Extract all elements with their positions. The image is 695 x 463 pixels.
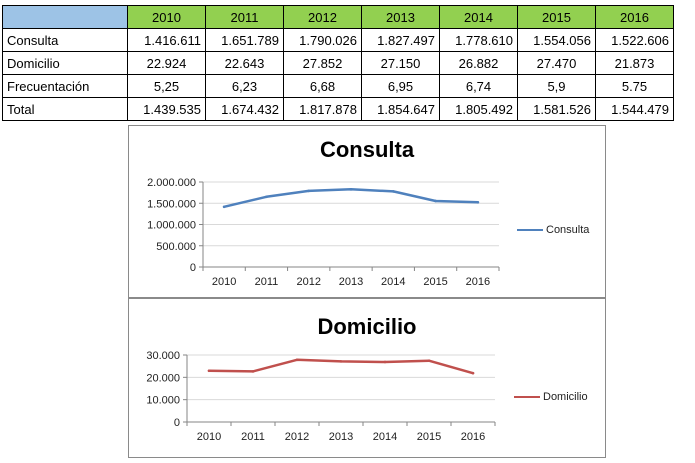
data-point <box>471 371 475 375</box>
table-cell: 27.150 <box>361 51 440 75</box>
data-point <box>391 190 395 193</box>
table-cell: 5,9 <box>517 74 596 98</box>
table-row: Total 1.439.535 1.674.432 1.817.878 1.85… <box>2 97 674 121</box>
domicilio-chart-panel: Domicilio 0 10.000 20.000 30.000 2010 2011 201… <box>128 298 606 458</box>
table-cell: 6,95 <box>361 74 440 98</box>
data-point <box>295 358 299 362</box>
corner-cell <box>2 5 128 29</box>
chart-title: Consulta <box>319 137 415 162</box>
table-cell: 6,23 <box>205 74 284 98</box>
table-cell: 1.544.479 <box>595 97 674 121</box>
table-cell: 1.790.026 <box>283 28 362 52</box>
table-cell: 1.651.789 <box>205 28 284 52</box>
year-header: 2014 <box>439 5 518 29</box>
year-header: 2013 <box>361 5 440 29</box>
legend-swatch <box>517 228 543 232</box>
y-tick-label: 20.000 <box>146 372 180 384</box>
table-cell: 27.470 <box>517 51 596 75</box>
data-point <box>307 189 311 193</box>
y-tick-label: 1.500.000 <box>147 198 196 210</box>
table-row: Domicilio 22.924 22.643 27.852 27.150 26… <box>2 51 674 75</box>
data-point <box>265 195 268 199</box>
row-label: Consulta <box>2 28 128 52</box>
year-header: 2016 <box>595 5 674 29</box>
header-row: 2010 2011 2012 2013 2014 2015 2016 <box>2 5 674 29</box>
table-cell: 1.416.611 <box>127 28 206 52</box>
table-cell: 1.778.610 <box>439 28 518 52</box>
chart-legend: Consulta <box>517 224 589 236</box>
data-point <box>349 188 353 191</box>
x-tick-label: 2013 <box>339 276 363 288</box>
table-row: Consulta 1.416.611 1.651.789 1.790.026 1… <box>2 28 674 52</box>
table-cell: 1.581.526 <box>517 97 596 121</box>
x-tick-label: 2016 <box>466 276 490 288</box>
table-cell: 6,68 <box>283 74 362 98</box>
table-cell: 22.924 <box>127 51 206 75</box>
table-cell: 1.674.432 <box>205 97 284 121</box>
x-tick-label: 2011 <box>255 276 279 288</box>
table-cell: 1.439.535 <box>127 97 206 121</box>
year-header: 2011 <box>205 5 284 29</box>
x-tick-label: 2012 <box>296 276 320 288</box>
table-cell: 5.75 <box>595 74 674 98</box>
y-tick-label: 500.000 <box>156 241 196 253</box>
year-header: 2012 <box>283 5 362 29</box>
y-tick-label: 2.000.000 <box>147 177 196 189</box>
table-cell: 6,74 <box>439 74 518 98</box>
x-tick-label: 2015 <box>417 431 441 443</box>
consulta-chart-panel: Consulta 0 500.000 1.000.000 1.500.000 2.000… <box>128 125 606 298</box>
x-tick-label: 2010 <box>212 276 236 288</box>
table-cell: 5,25 <box>127 74 206 98</box>
data-point <box>476 200 480 204</box>
table-cell: 22.643 <box>205 51 284 75</box>
row-label: Domicilio <box>2 51 128 75</box>
y-tick-label: 1.000.000 <box>147 220 196 232</box>
year-header: 2015 <box>517 5 596 29</box>
data-point <box>222 205 226 209</box>
y-tick-label: 0 <box>190 262 196 274</box>
chart-title: Domicilio <box>317 314 417 339</box>
x-tick-label: 2011 <box>241 431 265 443</box>
table-cell: 26.882 <box>439 51 518 75</box>
x-tick-label: 2013 <box>329 431 353 443</box>
series-line <box>222 188 480 209</box>
table-cell: 21.873 <box>595 51 674 75</box>
table-cell: 1.817.878 <box>283 97 362 121</box>
table-cell: 1.522.606 <box>595 28 674 52</box>
x-tick-label: 2010 <box>197 431 221 443</box>
x-tick-label: 2014 <box>381 276 405 288</box>
y-tick-label: 0 <box>174 417 180 429</box>
y-tick-label: 10.000 <box>146 395 180 407</box>
data-point <box>383 360 387 364</box>
x-tick-label: 2012 <box>285 431 309 443</box>
x-tick-label: 2014 <box>373 431 397 443</box>
x-tick-label: 2015 <box>423 276 447 288</box>
data-point <box>207 369 211 373</box>
data-point <box>339 360 343 363</box>
legend-label: Domicilio <box>543 391 588 403</box>
table-row: Frecuentación 5,25 6,23 6,68 6,95 6,74 5… <box>2 74 674 98</box>
data-table: 2010 2011 2012 2013 2014 2015 2016 Consu… <box>2 5 674 121</box>
chart-legend: Domicilio <box>514 391 588 403</box>
y-tick-label: 30.000 <box>146 350 180 362</box>
data-point <box>427 359 431 362</box>
data-point <box>251 370 255 373</box>
row-label: Frecuentación <box>2 74 128 98</box>
row-label: Total <box>2 97 128 121</box>
x-tick-label: 2016 <box>461 431 485 443</box>
legend-label: Consulta <box>546 224 590 236</box>
legend-swatch <box>514 395 540 399</box>
year-header: 2010 <box>127 5 206 29</box>
data-point <box>434 199 437 203</box>
consulta-line-chart: 0 500.000 1.000.000 1.500.000 2.000.000 2010 2… <box>147 177 500 288</box>
domicilio-line-chart: 0 10.000 20.000 30.000 2010 2011 2012 2013 2014 2… <box>146 350 496 443</box>
table-cell: 27.852 <box>283 51 362 75</box>
table-cell: 1.827.497 <box>361 28 440 52</box>
table-cell: 1.554.056 <box>517 28 596 52</box>
table-cell: 1.854.647 <box>361 97 440 121</box>
table-cell: 1.805.492 <box>439 97 518 121</box>
